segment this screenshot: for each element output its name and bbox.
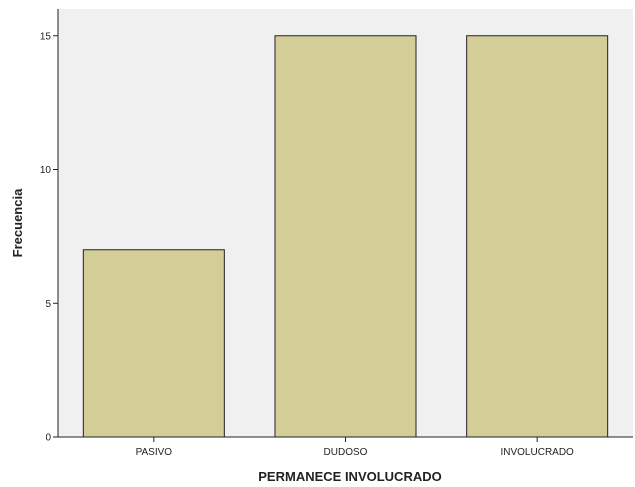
bar-dudoso: [274, 35, 417, 438]
x-tick-label: DUDOSO: [324, 447, 368, 458]
y-axis-title: Frecuencia: [10, 188, 25, 257]
bar-pasivo: [82, 249, 225, 438]
x-tick-label: PASIVO: [136, 447, 173, 458]
x-tick-label: INVOLUCRADO: [500, 447, 574, 458]
bar-involucrado: [466, 35, 609, 438]
y-tick-label: 10: [40, 165, 52, 176]
x-axis-title: PERMANECE INVOLUCRADO: [258, 469, 441, 484]
y-tick-label: 0: [45, 433, 51, 444]
y-tick-label: 5: [45, 299, 51, 310]
y-tick-label: 15: [40, 31, 52, 42]
